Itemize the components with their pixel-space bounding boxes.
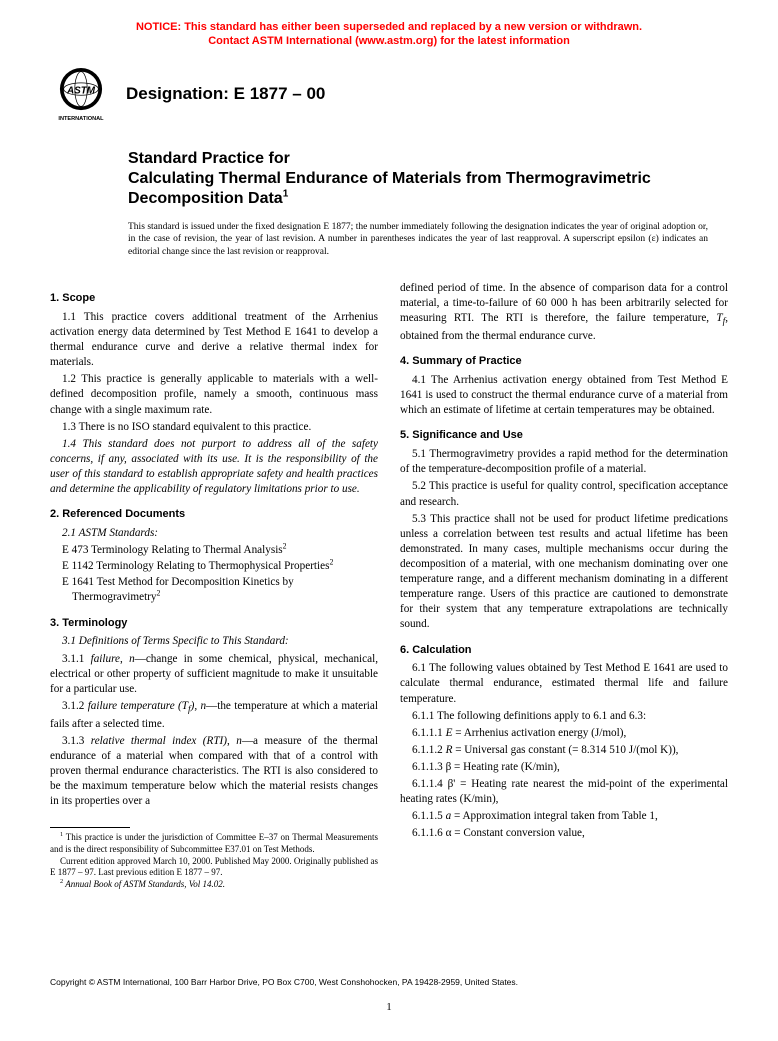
- para-1-4: 1.4 This standard does not purport to ad…: [50, 437, 378, 497]
- ref-e473: E 473 Terminology Relating to Thermal An…: [50, 543, 378, 558]
- supersession-notice: NOTICE: This standard has either been su…: [50, 20, 728, 49]
- left-column: 1. Scope 1.1 This practice covers additi…: [50, 281, 378, 891]
- para-6-1-1-6: 6.1.1.6 α = Constant conversion value,: [400, 826, 728, 841]
- significance-heading: 5. Significance and Use: [400, 428, 728, 443]
- title-block: Standard Practice for Calculating Therma…: [128, 149, 728, 209]
- title-prefix: Standard Practice for: [128, 149, 728, 169]
- para-4-1: 4.1 The Arrhenius activation energy obta…: [400, 373, 728, 418]
- para-6-1-1-2: 6.1.1.2 R = Universal gas constant (= 8.…: [400, 743, 728, 758]
- para-6-1-1-4: 6.1.1.4 β' = Heating rate nearest the mi…: [400, 777, 728, 807]
- para-6-1-1-5: 6.1.1.5 a = Approximation integral taken…: [400, 809, 728, 824]
- svg-text:INTERNATIONAL: INTERNATIONAL: [58, 116, 104, 122]
- para-5-1: 5.1 Thermogravimetry provides a rapid me…: [400, 447, 728, 477]
- issuance-note: This standard is issued under the fixed …: [128, 221, 708, 259]
- para-2-1: 2.1 ASTM Standards:: [50, 526, 378, 541]
- right-column: defined period of time. In the absence o…: [400, 281, 728, 891]
- para-1-1: 1.1 This practice covers additional trea…: [50, 310, 378, 370]
- scope-heading: 1. Scope: [50, 291, 378, 306]
- para-6-1-1: 6.1.1 The following definitions apply to…: [400, 709, 728, 724]
- header: ASTM INTERNATIONAL Designation: E 1877 –…: [50, 63, 728, 125]
- footnote-2: 2 Annual Book of ASTM Standards, Vol 14.…: [50, 879, 378, 891]
- para-3-1: 3.1 Definitions of Terms Specific to Thi…: [50, 634, 378, 649]
- refdocs-heading: 2. Referenced Documents: [50, 507, 378, 522]
- astm-logo: ASTM INTERNATIONAL: [50, 63, 112, 125]
- footnote-rule: [50, 827, 130, 828]
- footnote-1b: Current edition approved March 10, 2000.…: [50, 856, 378, 879]
- designation: Designation: E 1877 – 00: [126, 84, 325, 104]
- summary-heading: 4. Summary of Practice: [400, 354, 728, 369]
- body-columns: 1. Scope 1.1 This practice covers additi…: [50, 281, 728, 891]
- para-3-1-1: 3.1.1 failure, n—change in some chemical…: [50, 652, 378, 697]
- para-6-1-1-1: 6.1.1.1 E = Arrhenius activation energy …: [400, 726, 728, 741]
- svg-text:ASTM: ASTM: [66, 85, 96, 96]
- ref-e1142: E 1142 Terminology Relating to Thermophy…: [50, 559, 378, 574]
- title-main: Calculating Thermal Endurance of Materia…: [128, 169, 728, 209]
- para-6-1: 6.1 The following values obtained by Tes…: [400, 661, 728, 706]
- para-5-3: 5.3 This practice shall not be used for …: [400, 512, 728, 633]
- para-1-3: 1.3 There is no ISO standard equivalent …: [50, 420, 378, 435]
- ref-e1641: E 1641 Test Method for Decomposition Kin…: [50, 575, 378, 605]
- copyright-line: Copyright © ASTM International, 100 Barr…: [50, 977, 728, 987]
- page-number: 1: [0, 1001, 778, 1013]
- calculation-heading: 6. Calculation: [400, 643, 728, 658]
- para-5-2: 5.2 This practice is useful for quality …: [400, 479, 728, 509]
- para-3-1-2: 3.1.2 failure temperature (Tf), n—the te…: [50, 699, 378, 732]
- notice-line2: Contact ASTM International (www.astm.org…: [208, 35, 570, 47]
- terminology-heading: 3. Terminology: [50, 616, 378, 631]
- notice-line1: NOTICE: This standard has either been su…: [136, 21, 642, 33]
- footnote-1a: 1 This practice is under the jurisdictio…: [50, 832, 378, 855]
- para-3-1-3-cont: defined period of time. In the absence o…: [400, 281, 728, 344]
- para-1-2: 1.2 This practice is generally applicabl…: [50, 372, 378, 417]
- para-6-1-1-3: 6.1.1.3 β = Heating rate (K/min),: [400, 760, 728, 775]
- para-3-1-3: 3.1.3 relative thermal index (RTI), n—a …: [50, 734, 378, 810]
